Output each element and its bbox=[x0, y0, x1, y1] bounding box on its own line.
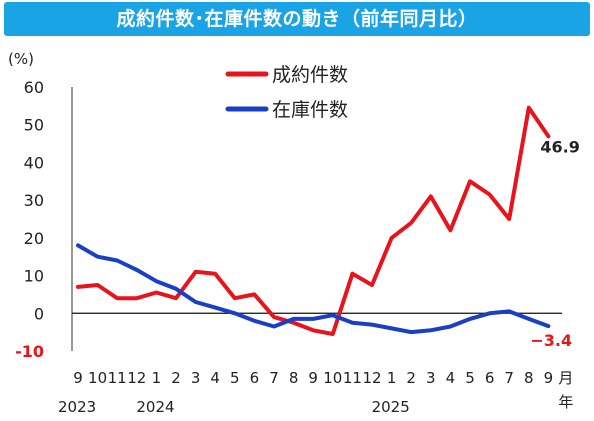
annotation-inventory-value: −3.4 bbox=[530, 331, 572, 350]
x-tick-label: 3 bbox=[426, 369, 436, 387]
x-year-label: 2023 bbox=[58, 398, 96, 416]
legend-label: 在庫件数 bbox=[272, 99, 348, 121]
x-tick-label: 11 bbox=[108, 369, 127, 387]
x-tick-label: 6 bbox=[250, 369, 260, 387]
x-tick-label: 3 bbox=[191, 369, 201, 387]
x-tick-label: 1 bbox=[387, 369, 397, 387]
x-tick-label: 2 bbox=[171, 369, 181, 387]
y-tick-label: 20 bbox=[24, 229, 44, 248]
legend-label: 成約件数 bbox=[272, 64, 348, 86]
x-tick-label: 8 bbox=[524, 369, 534, 387]
y-axis-unit-label: (%) bbox=[8, 50, 34, 68]
x-year-label: 2025 bbox=[372, 398, 410, 416]
y-tick-label: 10 bbox=[24, 267, 44, 286]
x-tick-label: 2 bbox=[406, 369, 416, 387]
x-tick-label: 11 bbox=[343, 369, 362, 387]
series-line-contracts bbox=[76, 105, 551, 336]
x-tick-label: 7 bbox=[269, 369, 279, 387]
x-tick-label: 5 bbox=[230, 369, 240, 387]
y-tick-label: 60 bbox=[24, 78, 44, 97]
series-line-inventory bbox=[76, 243, 551, 335]
x-tick-label: 6 bbox=[485, 369, 495, 387]
x-tick-label: 12 bbox=[362, 369, 381, 387]
x-tick-label: 10 bbox=[88, 369, 107, 387]
chart-title: 成約件数･在庫件数の動き（前年同月比） bbox=[116, 8, 478, 30]
x-axis-year-suffix: 年 bbox=[558, 393, 573, 411]
y-tick-label: 40 bbox=[24, 153, 44, 172]
y-tick-label: 0 bbox=[34, 304, 44, 323]
x-axis-month-suffix: 月 bbox=[558, 369, 573, 387]
x-tick-label: 8 bbox=[289, 369, 299, 387]
x-tick-label: 12 bbox=[127, 369, 146, 387]
x-tick-label: 9 bbox=[308, 369, 318, 387]
x-year-label: 2024 bbox=[136, 398, 174, 416]
title-banner: 成約件数･在庫件数の動き（前年同月比） bbox=[4, 2, 590, 36]
x-tick-label: 7 bbox=[504, 369, 514, 387]
x-tick-label: 5 bbox=[465, 369, 475, 387]
y-tick-label: 50 bbox=[24, 116, 44, 135]
annotation-contracts-value: 46.9 bbox=[540, 137, 579, 156]
x-tick-label: 10 bbox=[323, 369, 342, 387]
x-tick-label: 4 bbox=[446, 369, 456, 387]
x-tick-label: 9 bbox=[73, 369, 83, 387]
x-tick-label: 1 bbox=[152, 369, 162, 387]
x-tick-label: 4 bbox=[210, 369, 220, 387]
x-tick-label: 9 bbox=[544, 369, 554, 387]
y-tick-label: 30 bbox=[24, 191, 44, 210]
y-tick-label: -10 bbox=[15, 342, 44, 361]
